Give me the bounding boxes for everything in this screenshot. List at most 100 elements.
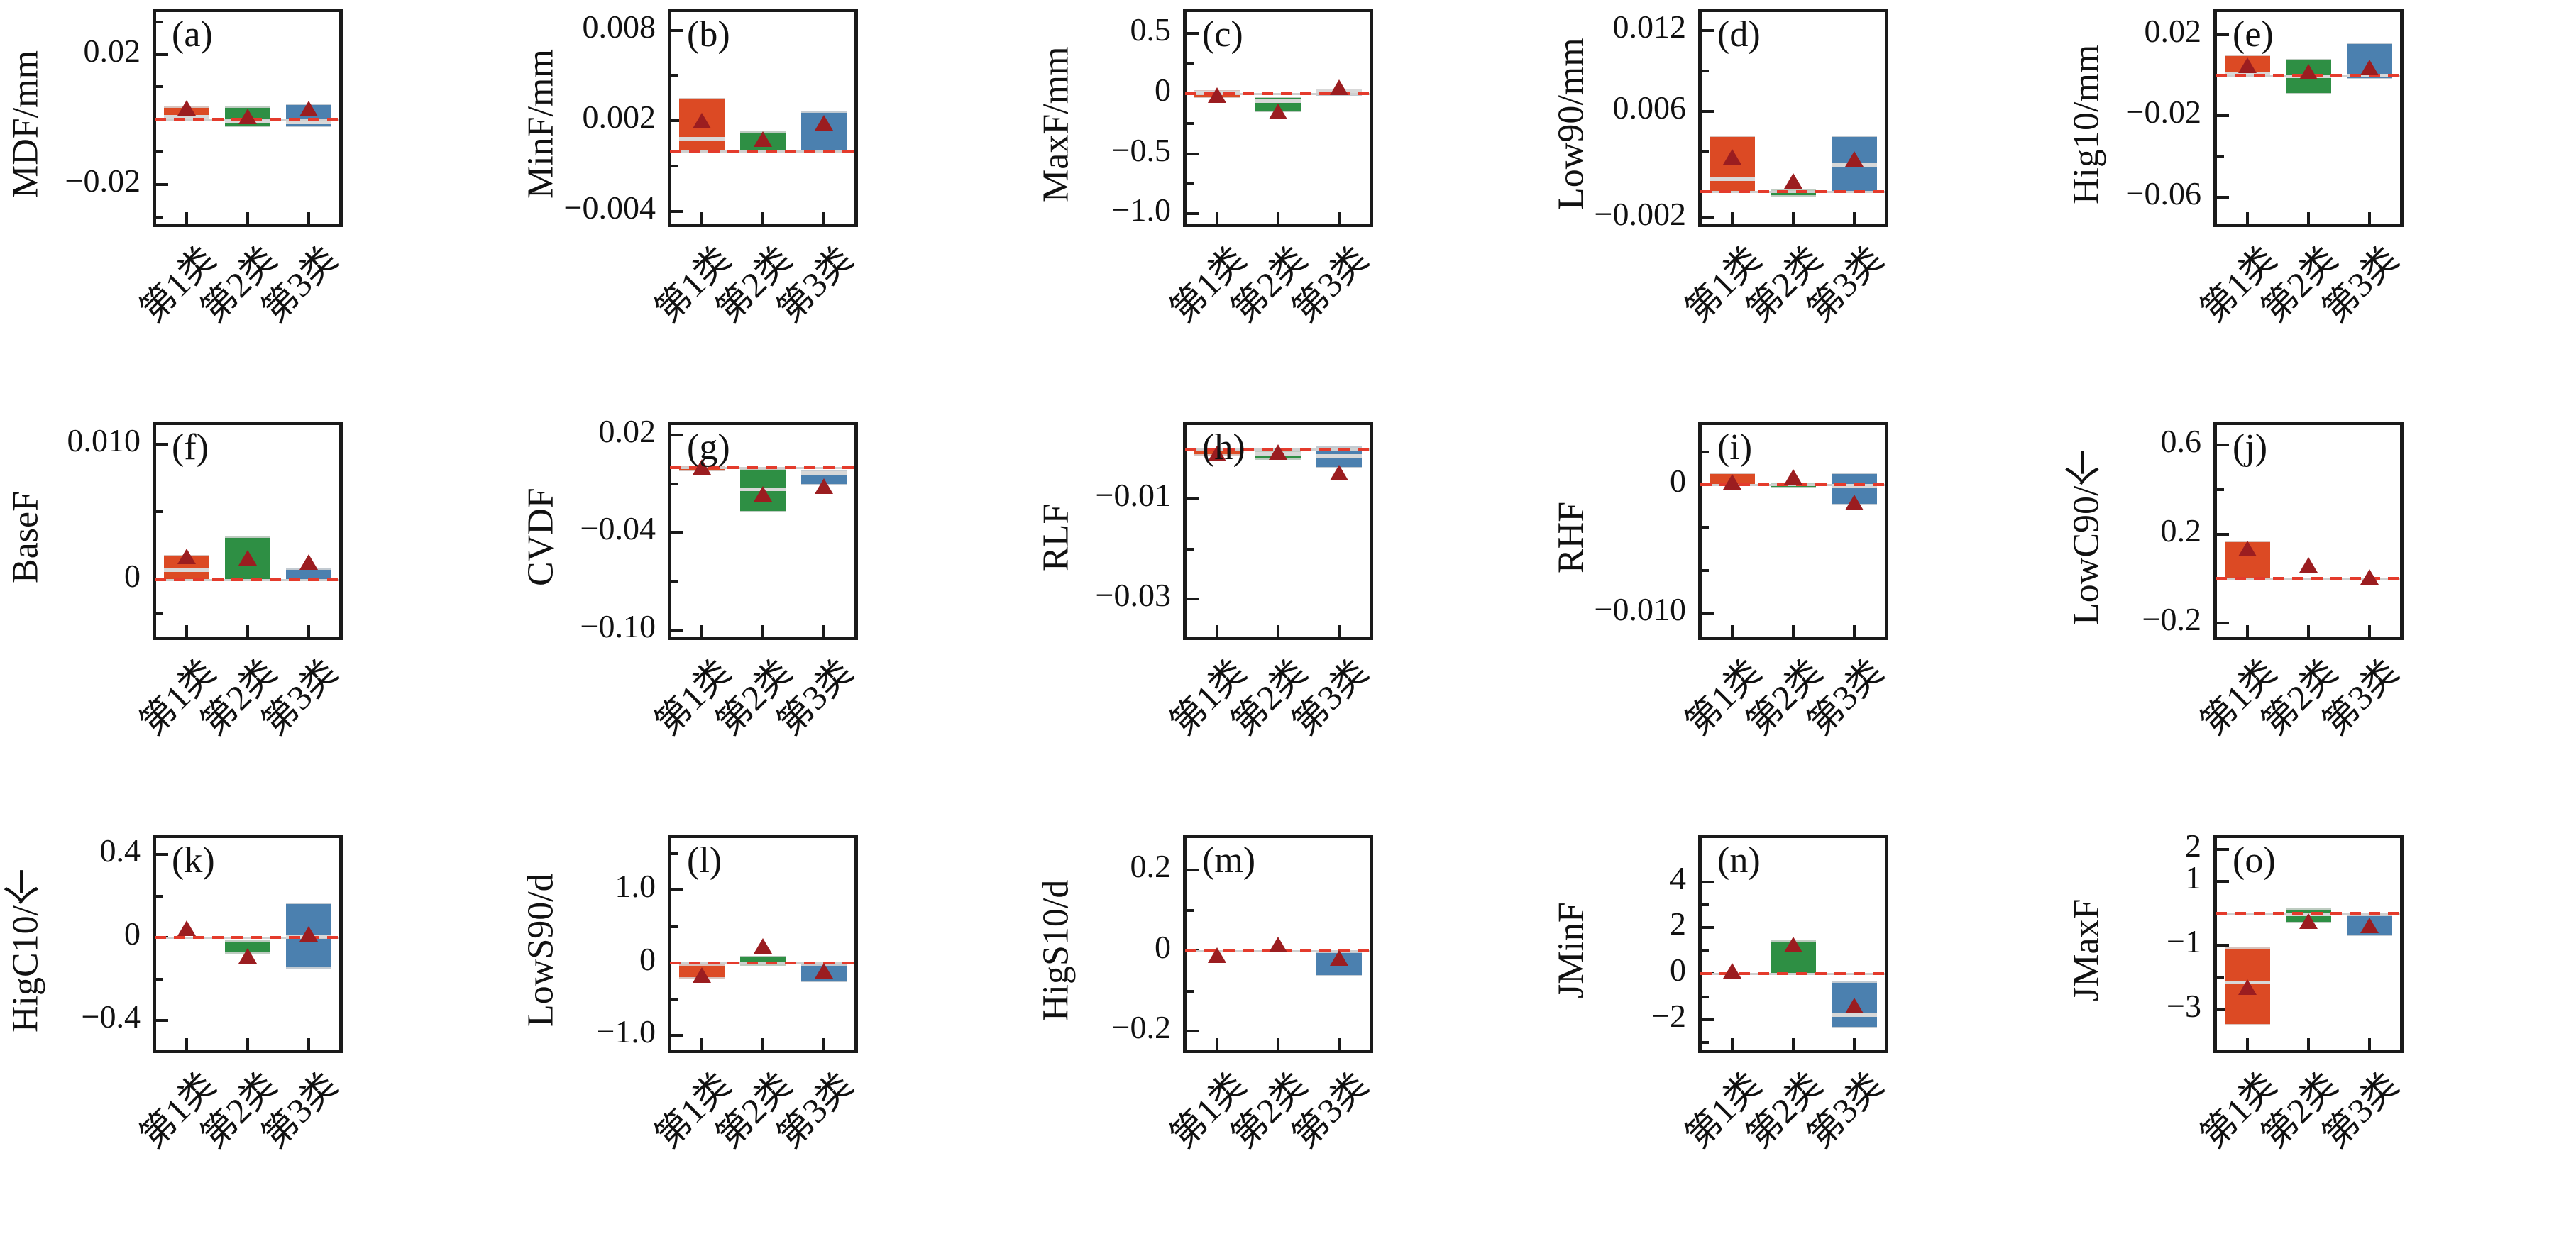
y-tick-minor xyxy=(156,977,163,981)
subplot-i: RHF (i) 0 −0.010 第1类 第2类 第3类 xyxy=(1546,413,2061,826)
y-tick-minor xyxy=(156,20,163,23)
subplot-d: Low90/mm (d) 0.012 0.006 −0.002 第1类 第2类 第3类 xyxy=(1546,0,2061,413)
y-tick-label: −0.02 xyxy=(2125,94,2201,131)
y-tick-major xyxy=(1702,926,1714,930)
y-tick-major xyxy=(1702,880,1714,883)
y-tick-label: 2 xyxy=(2185,827,2201,864)
y-tick-label: 0.02 xyxy=(598,412,656,449)
y-tick-major xyxy=(1187,152,1199,155)
panel-label: (j) xyxy=(2233,427,2268,468)
y-tick-minor xyxy=(2217,155,2224,158)
y-tick-major xyxy=(156,1019,168,1023)
mean-marker xyxy=(177,99,196,116)
mean-marker xyxy=(693,967,711,983)
zero-dashed-line xyxy=(155,578,343,581)
x-tick xyxy=(1216,212,1218,224)
x-tick xyxy=(2307,212,2310,224)
y-tick-label: −0.2 xyxy=(2142,601,2201,638)
x-tick xyxy=(700,212,703,224)
mean-marker xyxy=(2299,913,2318,929)
y-tick-label: 0.6 xyxy=(2160,423,2202,460)
plot-area: (k) xyxy=(153,835,343,1053)
y-tick-minor xyxy=(1187,122,1194,126)
x-tick xyxy=(2307,1038,2310,1050)
y-tick-label: 0 xyxy=(1670,952,1686,989)
y-tick-label: −3 xyxy=(2167,987,2201,1024)
x-tick xyxy=(185,625,188,637)
y-tick-major xyxy=(671,433,683,436)
zero-dashed-line xyxy=(1700,189,1889,193)
panel-label: (i) xyxy=(1717,427,1753,468)
y-tick-major xyxy=(1187,212,1199,216)
mean-marker xyxy=(1269,444,1287,461)
y-tick-label: 0 xyxy=(1155,72,1171,109)
panel-label: (d) xyxy=(1717,14,1761,55)
x-tick xyxy=(1731,212,1734,224)
y-tick-label: 0 xyxy=(124,915,141,952)
y-tick-minor xyxy=(1702,1041,1709,1045)
subplot-e: Hig10/mm (e) 0.02 −0.02 −0.06 第1类 第2类 第3类 xyxy=(2061,0,2576,413)
x-tick xyxy=(307,212,310,224)
y-tick-major xyxy=(2217,847,2229,851)
y-tick-label: 0.010 xyxy=(67,422,141,458)
y-tick-minor xyxy=(1702,903,1709,906)
x-tick xyxy=(2368,212,2371,224)
subplot-k: HigC10/个 (k) 0.4 0 −0.4 第1类 第2类 第3类 xyxy=(0,826,515,1239)
zero-dashed-line xyxy=(155,936,343,940)
plot-area: (f) xyxy=(153,422,343,640)
y-tick-minor xyxy=(1187,62,1194,65)
subplot-f: BaseF (f) 0.010 0 第1类 第2类 第3类 xyxy=(0,413,515,826)
mean-marker xyxy=(2360,568,2379,585)
panel-label: (k) xyxy=(172,840,215,881)
y-tick-minor xyxy=(671,997,678,1001)
y-tick-label: −1 xyxy=(2167,923,2201,960)
panel-label: (h) xyxy=(1202,427,1245,468)
subplot-b: MinF/mm (b) 0.008 0.002 −0.004 第1类 第2类 第3类 xyxy=(515,0,1030,413)
panel-label: (a) xyxy=(172,14,213,55)
mean-marker xyxy=(1723,473,1741,490)
mean-marker xyxy=(2238,979,2257,996)
y-tick-minor xyxy=(671,74,678,77)
panel-label: (g) xyxy=(687,427,730,468)
median-line xyxy=(286,120,331,124)
y-tick-minor xyxy=(156,215,163,219)
mean-marker xyxy=(693,113,711,129)
x-tick xyxy=(700,625,703,637)
y-tick-minor xyxy=(2217,488,2224,491)
y-tick-minor xyxy=(671,165,678,168)
mean-marker xyxy=(815,962,833,979)
y-tick-major xyxy=(1702,109,1714,113)
mean-marker xyxy=(299,926,318,942)
zero-dashed-line xyxy=(1700,483,1889,486)
mean-marker xyxy=(1845,151,1864,167)
y-tick-minor xyxy=(671,580,678,583)
y-tick-major xyxy=(671,628,683,632)
y-tick-minor xyxy=(156,612,163,615)
zero-dashed-line xyxy=(670,149,859,153)
mean-marker xyxy=(1723,148,1741,165)
plot-area: (l) xyxy=(668,835,859,1053)
y-tick-major xyxy=(2217,879,2229,883)
x-tick xyxy=(1338,212,1341,224)
y-tick-minor xyxy=(1702,525,1709,529)
x-tick xyxy=(2246,212,2249,224)
y-tick-major xyxy=(156,182,168,186)
subplot-c: MaxF/mm (c) 0.5 0 −0.5 −1.0 第1类 第2类 第3类 xyxy=(1030,0,1546,413)
x-tick xyxy=(246,212,249,224)
x-tick xyxy=(1338,1038,1341,1050)
mean-marker xyxy=(238,550,257,566)
y-tick-minor xyxy=(2217,976,2224,979)
y-tick-major xyxy=(1187,598,1199,601)
x-tick xyxy=(185,1038,188,1050)
subplot-n: JMinF (n) 4 2 0 −2 第1类 第2类 第3类 xyxy=(1546,826,2061,1239)
y-tick-minor xyxy=(1702,569,1709,573)
y-tick-label: −0.002 xyxy=(1594,196,1686,233)
mean-marker xyxy=(1330,950,1348,967)
panel-label: (c) xyxy=(1202,14,1243,55)
x-tick xyxy=(1792,212,1795,224)
mean-marker xyxy=(177,549,196,565)
y-tick-major xyxy=(2217,114,2229,118)
x-tick xyxy=(1731,625,1734,637)
y-tick-minor xyxy=(156,150,163,154)
plot-area: (e) xyxy=(2213,9,2404,227)
